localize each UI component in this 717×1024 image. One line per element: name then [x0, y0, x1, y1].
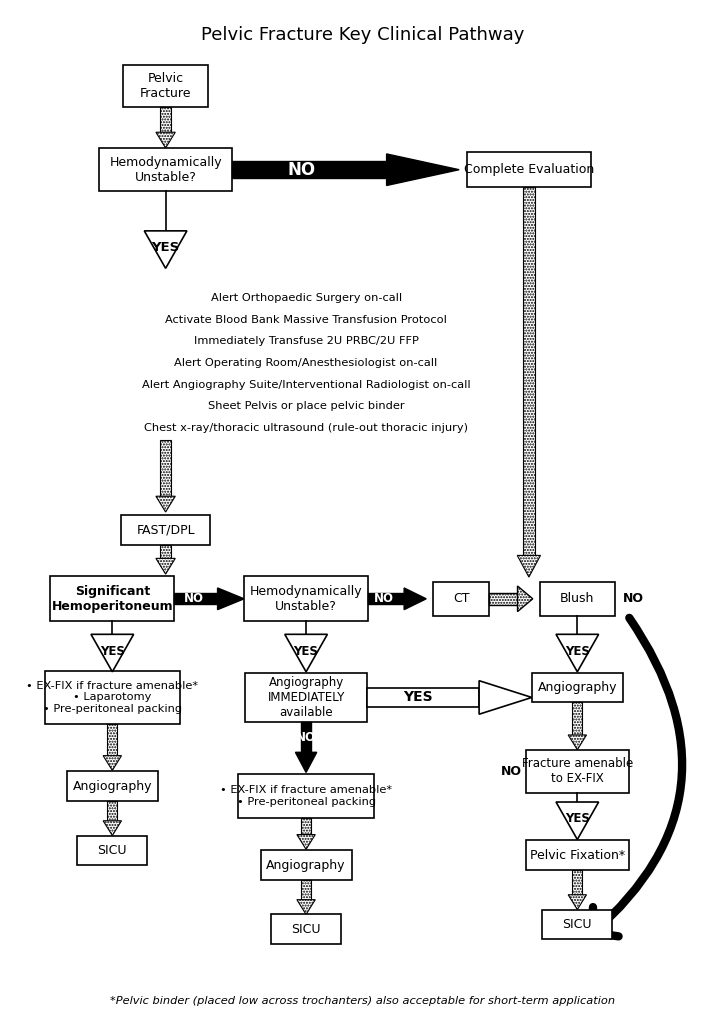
Bar: [161, 440, 171, 497]
Bar: [368, 593, 404, 604]
Text: Blush: Blush: [560, 592, 594, 605]
FancyArrowPatch shape: [593, 617, 682, 936]
Text: Angiography: Angiography: [538, 681, 617, 694]
FancyBboxPatch shape: [244, 577, 368, 622]
FancyBboxPatch shape: [540, 582, 615, 615]
Text: • EX-FIX if fracture amenable*
• Pre-peritoneal packing: • EX-FIX if fracture amenable* • Pre-per…: [220, 785, 392, 807]
Text: NO: NO: [296, 731, 316, 743]
Polygon shape: [156, 497, 175, 512]
FancyBboxPatch shape: [238, 774, 374, 818]
FancyBboxPatch shape: [67, 771, 158, 801]
Text: SICU: SICU: [98, 844, 127, 857]
FancyBboxPatch shape: [44, 671, 180, 724]
Text: Pelvic Fixation*: Pelvic Fixation*: [530, 849, 625, 862]
Text: NO: NO: [374, 592, 394, 605]
Text: Chest x-ray/thoracic ultrasound (rule-out thoracic injury): Chest x-ray/thoracic ultrasound (rule-ou…: [144, 423, 468, 433]
Bar: [572, 702, 582, 735]
Text: Angiography: Angiography: [266, 859, 346, 871]
Polygon shape: [517, 555, 541, 578]
Polygon shape: [103, 756, 121, 770]
Bar: [174, 593, 217, 604]
FancyBboxPatch shape: [50, 577, 174, 622]
Polygon shape: [297, 835, 315, 849]
Text: Alert Angiography Suite/Interventional Radiologist on-call: Alert Angiography Suite/Interventional R…: [142, 380, 470, 390]
Text: Angiography: Angiography: [72, 779, 152, 793]
Text: • EX-FIX if fracture amenable*
• Laparotomy
• Pre-peritoneal packing: • EX-FIX if fracture amenable* • Laparot…: [27, 681, 199, 714]
Polygon shape: [518, 586, 533, 611]
FancyBboxPatch shape: [99, 148, 232, 191]
Text: Activate Blood Bank Massive Transfusion Protocol: Activate Blood Bank Massive Transfusion …: [165, 314, 447, 325]
Polygon shape: [556, 802, 599, 840]
Text: YES: YES: [151, 242, 180, 254]
Bar: [108, 801, 117, 821]
Bar: [232, 162, 386, 178]
Polygon shape: [297, 900, 315, 914]
FancyBboxPatch shape: [526, 841, 629, 870]
Text: Pelvic
Fracture: Pelvic Fracture: [140, 72, 191, 100]
FancyBboxPatch shape: [245, 673, 367, 722]
Text: FAST/DPL: FAST/DPL: [136, 523, 195, 537]
Text: NO: NO: [184, 592, 204, 605]
Text: Significant
Hemoperitoneum: Significant Hemoperitoneum: [52, 585, 173, 612]
Bar: [161, 106, 171, 132]
Polygon shape: [144, 230, 187, 268]
Text: YES: YES: [403, 690, 432, 705]
Polygon shape: [295, 753, 317, 772]
Polygon shape: [556, 634, 599, 672]
Polygon shape: [568, 735, 587, 750]
Bar: [300, 722, 311, 753]
Polygon shape: [156, 132, 175, 148]
Polygon shape: [568, 895, 587, 909]
FancyBboxPatch shape: [433, 582, 489, 615]
Bar: [523, 187, 535, 555]
Text: NO: NO: [288, 161, 316, 179]
Polygon shape: [285, 634, 328, 672]
Text: Angiography
IMMEDIATELY
available: Angiography IMMEDIATELY available: [267, 676, 345, 719]
Polygon shape: [91, 634, 133, 672]
Text: Alert Orthopaedic Surgery on-call: Alert Orthopaedic Surgery on-call: [211, 293, 402, 303]
Polygon shape: [103, 821, 121, 836]
Text: Hemodynamically
Unstable?: Hemodynamically Unstable?: [109, 156, 222, 183]
Polygon shape: [156, 558, 175, 574]
FancyBboxPatch shape: [260, 850, 351, 880]
FancyBboxPatch shape: [467, 152, 591, 187]
FancyBboxPatch shape: [271, 914, 341, 944]
Polygon shape: [404, 588, 426, 609]
FancyBboxPatch shape: [121, 515, 210, 545]
FancyBboxPatch shape: [532, 673, 623, 702]
Text: Complete Evaluation: Complete Evaluation: [464, 163, 594, 176]
Text: Alert Operating Room/Anesthesiologist on-call: Alert Operating Room/Anesthesiologist on…: [174, 358, 437, 368]
Polygon shape: [386, 154, 459, 185]
Bar: [367, 688, 479, 707]
FancyBboxPatch shape: [543, 909, 612, 939]
Text: YES: YES: [565, 812, 590, 825]
Text: Hemodynamically
Unstable?: Hemodynamically Unstable?: [250, 585, 362, 612]
Text: SICU: SICU: [291, 923, 320, 936]
Bar: [489, 593, 518, 605]
Bar: [161, 545, 171, 558]
Bar: [108, 724, 117, 756]
Text: YES: YES: [565, 645, 590, 657]
Text: YES: YES: [294, 645, 318, 657]
Text: Fracture amenable
to EX-FIX: Fracture amenable to EX-FIX: [522, 758, 633, 785]
Bar: [301, 818, 311, 835]
Text: Immediately Transfuse 2U PRBC/2U FFP: Immediately Transfuse 2U PRBC/2U FFP: [194, 336, 419, 346]
Text: Pelvic Fracture Key Clinical Pathway: Pelvic Fracture Key Clinical Pathway: [201, 26, 524, 44]
Bar: [301, 880, 311, 900]
FancyBboxPatch shape: [526, 750, 629, 794]
Text: *Pelvic binder (placed low across trochanters) also acceptable for short-term ap: *Pelvic binder (placed low across trocha…: [110, 996, 615, 1007]
Text: Sheet Pelvis or place pelvic binder: Sheet Pelvis or place pelvic binder: [208, 401, 404, 412]
FancyBboxPatch shape: [77, 836, 147, 865]
Polygon shape: [217, 588, 244, 609]
Polygon shape: [479, 681, 532, 714]
Text: YES: YES: [100, 645, 125, 657]
Text: CT: CT: [453, 592, 470, 605]
Bar: [572, 870, 582, 895]
FancyBboxPatch shape: [123, 66, 208, 106]
Text: NO: NO: [501, 765, 522, 778]
Text: NO: NO: [623, 592, 644, 605]
Text: SICU: SICU: [563, 918, 592, 931]
